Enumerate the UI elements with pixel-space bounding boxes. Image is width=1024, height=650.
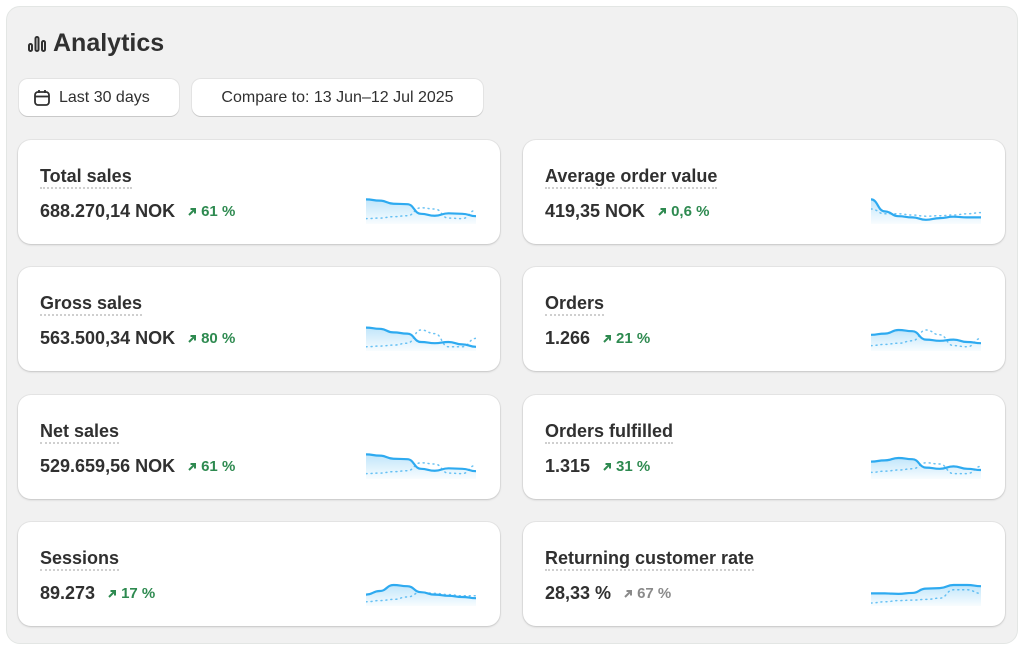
sparkline-current-line	[366, 326, 476, 348]
metric-value: 89.273	[40, 583, 96, 603]
metric-label[interactable]: Orders fulfilled	[545, 421, 674, 444]
sparkline-chart	[871, 456, 981, 479]
metric-delta: 61 %	[187, 458, 235, 475]
metric-value: 1.266	[545, 328, 591, 348]
metric-value-row: 1.315 31 %	[545, 456, 650, 477]
metric-delta: 61 %	[187, 203, 235, 220]
sparkline-previous-line	[871, 589, 981, 604]
metric-label[interactable]: Returning customer rate	[545, 548, 755, 571]
metric-value-row: 89.273 17 %	[40, 583, 155, 604]
sparkline-current-line	[871, 198, 981, 221]
arrow-up-right-icon	[603, 462, 612, 471]
metric-delta-value: 61 %	[201, 458, 236, 475]
sparkline-previous-line	[366, 329, 476, 348]
metric-card-total-sales[interactable]: Total sales 688.270,14 NOK 61 %	[18, 140, 500, 244]
metric-value-row: 563.500,34 NOK 80 %	[40, 328, 235, 349]
metric-value-row: 28,33 % 67 %	[545, 583, 671, 604]
metric-value-row: 529.659,56 NOK 61 %	[40, 456, 235, 477]
metric-delta-value: 31 %	[616, 458, 651, 475]
calendar-icon	[34, 89, 50, 106]
arrow-up-right-icon	[188, 462, 197, 471]
sparkline-previous-line	[871, 329, 981, 348]
metric-delta-value: 67 %	[637, 585, 672, 602]
metric-card-returning-customer-rate[interactable]: Returning customer rate 28,33 % 67 %	[523, 522, 1005, 626]
metric-label[interactable]: Gross sales	[40, 293, 143, 316]
sparkline-area	[366, 327, 476, 351]
sparkline-chart	[366, 453, 476, 479]
sparkline-chart	[871, 198, 981, 224]
metric-value: 563.500,34 NOK	[40, 328, 176, 348]
date-range-button[interactable]: Last 30 days	[19, 79, 179, 116]
metric-delta-value: 21 %	[616, 330, 651, 347]
sparkline-area	[871, 199, 981, 224]
sparkline-area	[366, 454, 476, 479]
metric-card-orders[interactable]: Orders 1.266 21 %	[523, 267, 1005, 371]
arrow-up-right-icon	[658, 207, 667, 216]
metric-delta-value: 17 %	[121, 585, 156, 602]
metric-card-orders-fulfilled[interactable]: Orders fulfilled 1.315 31 %	[523, 395, 1005, 499]
metric-delta-value: 80 %	[201, 330, 236, 347]
metric-label[interactable]: Sessions	[40, 548, 120, 571]
metric-value-row: 1.266 21 %	[545, 328, 650, 349]
metric-delta: 17 %	[107, 585, 155, 602]
metric-value-row: 419,35 NOK 0,6 %	[545, 201, 709, 222]
metric-value: 529.659,56 NOK	[40, 456, 176, 476]
metric-label[interactable]: Net sales	[40, 421, 120, 444]
sparkline-area	[366, 199, 476, 224]
arrow-up-right-icon	[624, 589, 633, 598]
metric-delta: 80 %	[187, 330, 235, 347]
metric-value-row: 688.270,14 NOK 61 %	[40, 201, 235, 222]
sparkline-previous-line	[871, 208, 981, 217]
metric-delta-value: 0,6 %	[671, 203, 710, 220]
date-range-label: Last 30 days	[59, 88, 150, 106]
sparkline-current-line	[871, 456, 981, 472]
metric-value: 419,35 NOK	[545, 201, 646, 221]
metric-label[interactable]: Average order value	[545, 166, 718, 189]
sparkline-chart	[871, 328, 981, 351]
compare-button[interactable]: Compare to: 13 Jun–12 Jul 2025	[192, 79, 483, 116]
compare-label: Compare to: 13 Jun–12 Jul 2025	[221, 88, 454, 106]
metric-delta: 0,6 %	[657, 203, 709, 220]
metric-card-gross-sales[interactable]: Gross sales 563.500,34 NOK 80 %	[18, 267, 500, 371]
metric-card-sessions[interactable]: Sessions 89.273 17 %	[18, 522, 500, 626]
sparkline-chart	[366, 326, 476, 351]
metric-value: 688.270,14 NOK	[40, 201, 176, 221]
metric-label[interactable]: Orders	[545, 293, 605, 316]
sparkline-area	[366, 585, 476, 606]
sparkline-chart	[871, 583, 981, 606]
sparkline-chart	[366, 198, 476, 224]
sparkline-current-line	[871, 328, 981, 345]
sparkline-current-line	[366, 453, 476, 473]
sparkline-current-line	[871, 583, 981, 595]
page-title-text: Analytics	[53, 29, 165, 57]
page-title: Analytics	[27, 29, 164, 58]
arrow-up-right-icon	[603, 334, 612, 343]
sparkline-current-line	[366, 583, 476, 600]
metric-delta-value: 61 %	[201, 203, 236, 220]
arrow-up-right-icon	[188, 334, 197, 343]
metric-value: 28,33 %	[545, 583, 612, 603]
bar-chart-icon	[28, 35, 46, 52]
metric-card-average-order-value[interactable]: Average order value 419,35 NOK 0,6 %	[523, 140, 1005, 244]
metric-card-net-sales[interactable]: Net sales 529.659,56 NOK 61 %	[18, 395, 500, 499]
arrow-up-right-icon	[188, 207, 197, 216]
metric-delta: 31 %	[602, 458, 650, 475]
metric-delta: 67 %	[623, 585, 671, 602]
sparkline-current-line	[366, 198, 476, 218]
sparkline-chart	[366, 583, 476, 606]
metric-value: 1.315	[545, 456, 591, 476]
metric-label[interactable]: Total sales	[40, 166, 132, 189]
metric-delta: 21 %	[602, 330, 650, 347]
arrow-up-right-icon	[108, 589, 117, 598]
